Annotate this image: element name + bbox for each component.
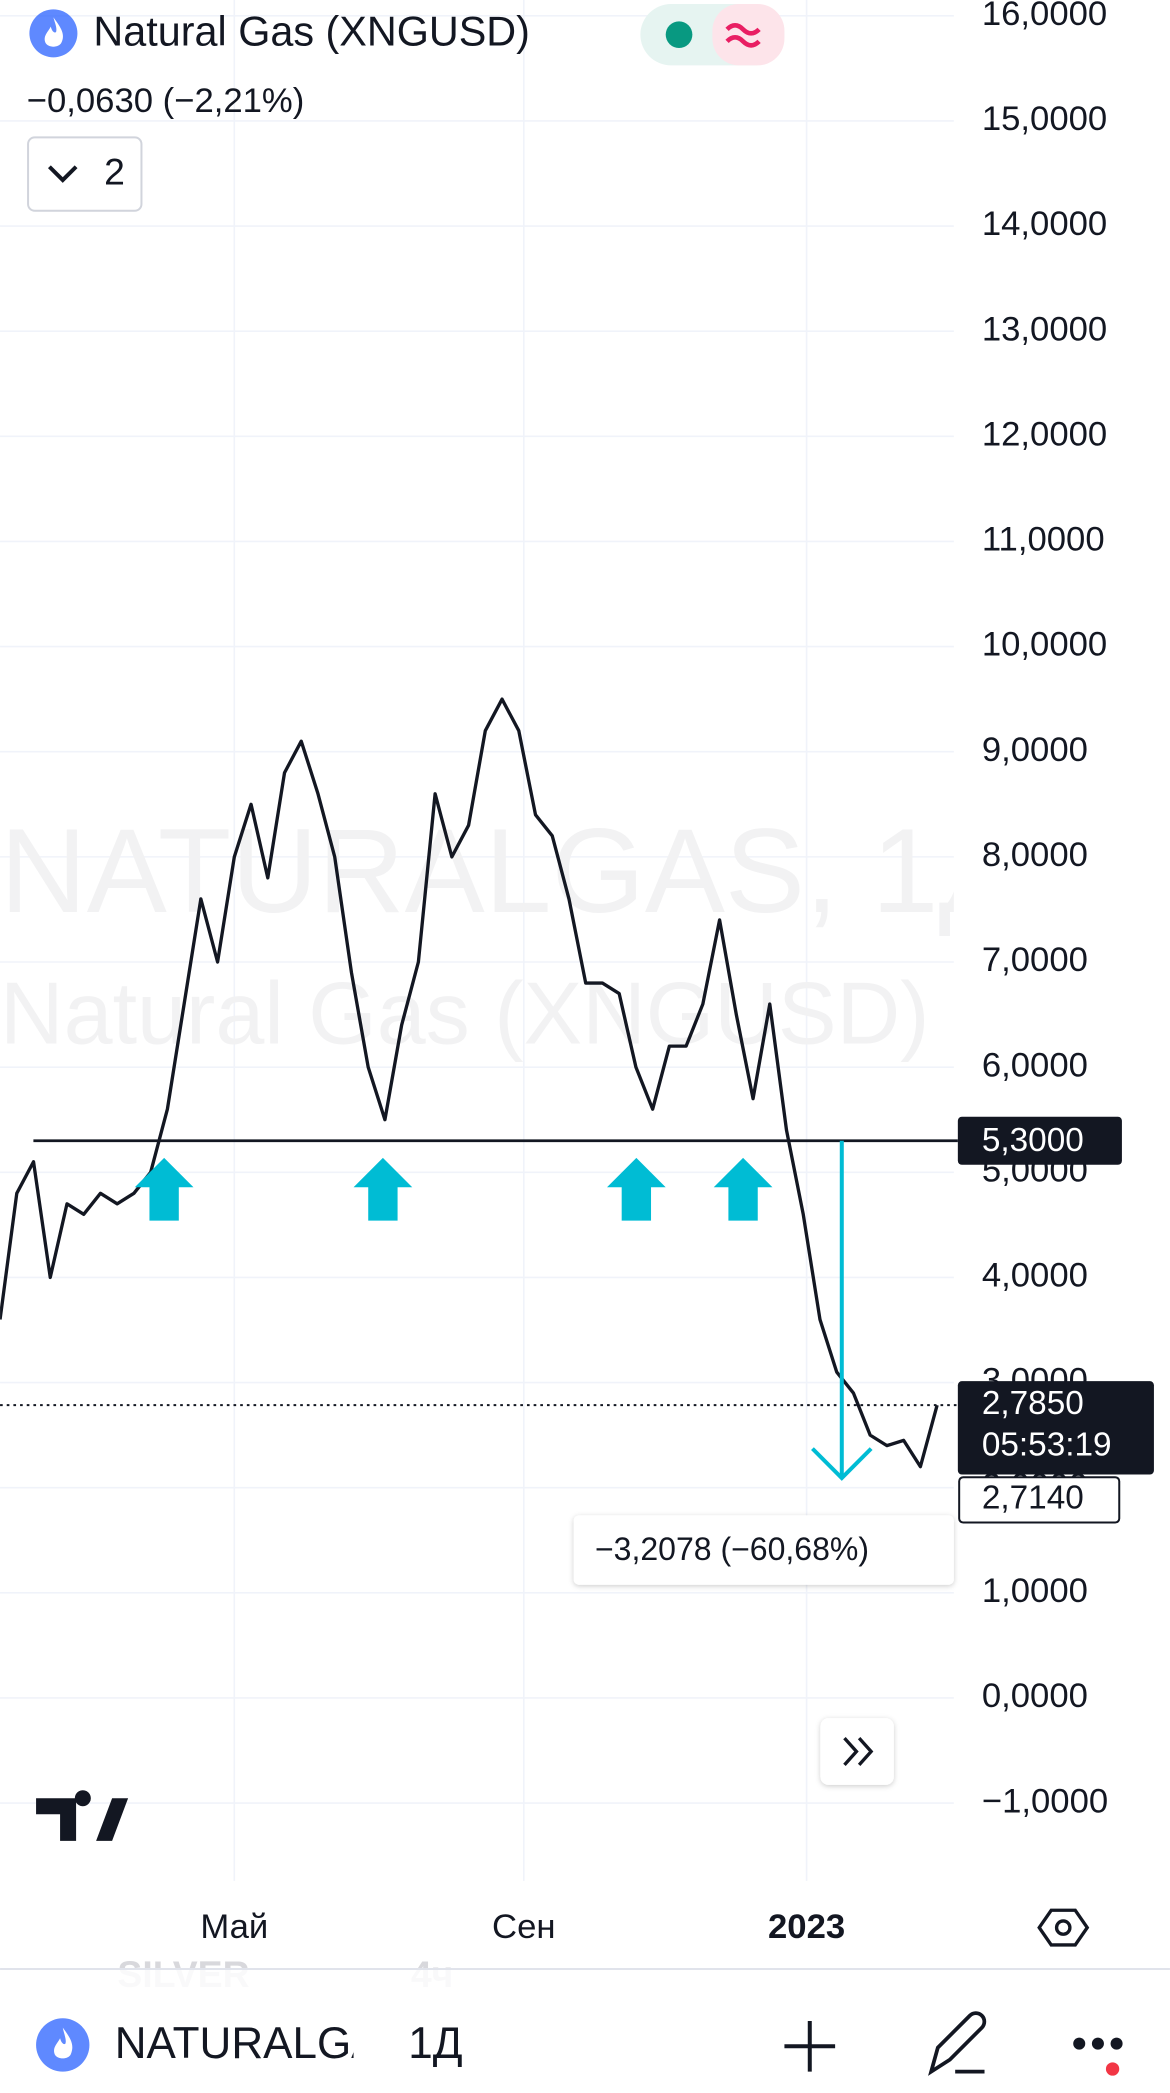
- flame: [54, 2027, 73, 2059]
- low-price-label: 2,7140: [982, 1480, 1084, 1517]
- overlay: 5,3000 2,7850 05:53:19 2,7140 −3,2078 (−60,6…: [0, 1116, 1154, 1585]
- support-label-box: [957, 1116, 1122, 1165]
- y-tick-label: 13,0000: [982, 310, 1107, 348]
- y-tick-label: 4,0000: [982, 1257, 1088, 1295]
- measure-arrowhead: [811, 1447, 873, 1481]
- indicator-count: 2: [104, 151, 125, 193]
- y-tick-label: −1,0000: [982, 1782, 1108, 1820]
- add-button[interactable]: [784, 2020, 836, 2072]
- low-price-box: [958, 1476, 1121, 1524]
- y-tick-label: 1,0000: [982, 1572, 1088, 1610]
- measure-label-box: [573, 1515, 954, 1585]
- delayed-icon: [725, 23, 761, 48]
- double-chevron: [843, 1737, 874, 1766]
- support-label: 5,3000: [982, 1122, 1084, 1159]
- last-price-label: 2,7850: [982, 1385, 1084, 1422]
- x-tick-label: Сен: [492, 1908, 555, 1946]
- market-open-dot: [665, 21, 693, 49]
- settings-icon[interactable]: [1037, 1908, 1090, 1947]
- y-tick-label: 12,0000: [982, 415, 1107, 453]
- indicators-toggle[interactable]: [27, 136, 143, 212]
- y-tick-label: 9,0000: [982, 731, 1088, 769]
- grid: −1,00000,00001,00002,00003,00004,00005,0…: [0, 0, 1108, 1946]
- watermark: Natural Gas (XNGUSD): [0, 964, 929, 1063]
- measure-label: −3,2078 (−60,68%): [595, 1531, 869, 1567]
- settings-center: [1054, 1919, 1072, 1936]
- y-tick-label: 7,0000: [982, 941, 1088, 979]
- y-tick-label: 14,0000: [982, 205, 1107, 243]
- notification-dot: [1105, 2062, 1120, 2076]
- chevron: [47, 165, 78, 183]
- y-tick-label: 8,0000: [982, 836, 1088, 874]
- draw-button[interactable]: [928, 2011, 987, 2076]
- last-price-box: [957, 1381, 1154, 1475]
- annotation-arrows: [134, 1157, 773, 1221]
- y-tick-label: 16,0000: [982, 0, 1107, 33]
- countdown: 05:53:19: [982, 1426, 1112, 1463]
- x-tick-label: Май: [200, 1908, 268, 1946]
- plot-area: [0, 697, 939, 1469]
- bottom-interval[interactable]: 1Д: [408, 2019, 462, 2068]
- y-tick-label: 10,0000: [982, 626, 1107, 664]
- y-tick-label: 11,0000: [982, 521, 1105, 559]
- tv-logo[interactable]: [36, 1790, 129, 1841]
- symbol-title[interactable]: Natural Gas (XNGUSD): [93, 9, 530, 55]
- y-tick-label: 6,0000: [982, 1046, 1088, 1084]
- price-change: −0,0630 (−2,21%): [27, 82, 305, 120]
- flame: [44, 17, 63, 47]
- more-button[interactable]: [1073, 2037, 1123, 2050]
- bottom-symbol[interactable]: NATURALGAS: [115, 2019, 410, 2068]
- watermark: NATURALGAS, 1Д: [0, 804, 1020, 938]
- price-line: [0, 697, 939, 1469]
- y-tick-label: 15,0000: [982, 100, 1107, 138]
- y-tick-label: 0,0000: [982, 1677, 1088, 1715]
- x-tick-label: 2023: [768, 1908, 845, 1946]
